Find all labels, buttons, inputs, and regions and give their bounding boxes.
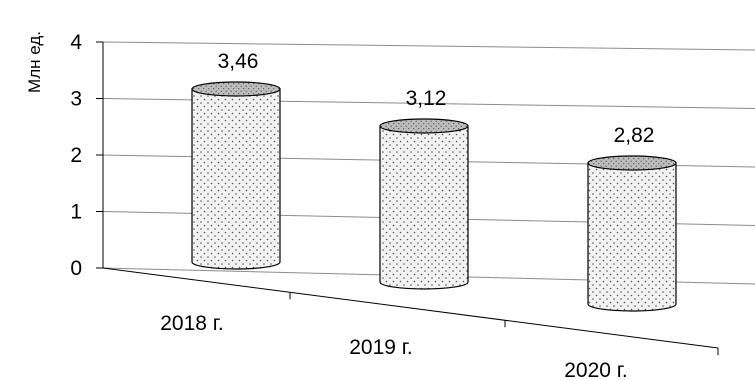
cylinder-bar [379, 118, 469, 290]
x-tick-label: 2019 г. [349, 336, 412, 359]
axes [96, 41, 719, 355]
cylinder-top [379, 118, 469, 134]
data-label: 2,82 [614, 124, 655, 147]
cylinder-bar [587, 155, 677, 312]
y-tick-label: 1 [70, 201, 82, 224]
x-axis [102, 267, 719, 349]
y-tick-label: 0 [70, 257, 82, 280]
cylinder-top [587, 155, 677, 171]
y-tick-label: 4 [70, 31, 82, 54]
cylinder-top [191, 81, 281, 97]
cylinder-bar [191, 81, 281, 270]
x-tick-label: 2020 г. [564, 359, 627, 380]
cylinder-body [379, 125, 469, 290]
labels: 0 1 2 3 4 3,46 3,12 2,82 2018 г. 2019 г. 2020 г. [70, 31, 654, 380]
y-axis-title: Млн ед. [25, 31, 44, 93]
y-tick-label: 2 [70, 144, 82, 167]
data-label: 3,46 [218, 50, 259, 73]
data-label: 3,12 [406, 87, 447, 110]
x-tick-label: 2018 г. [160, 312, 223, 335]
y-tick-label: 3 [70, 88, 82, 111]
cylinder-body [191, 88, 281, 270]
cylinder-body [587, 162, 677, 312]
bars [191, 81, 677, 312]
gridline [102, 41, 755, 51]
